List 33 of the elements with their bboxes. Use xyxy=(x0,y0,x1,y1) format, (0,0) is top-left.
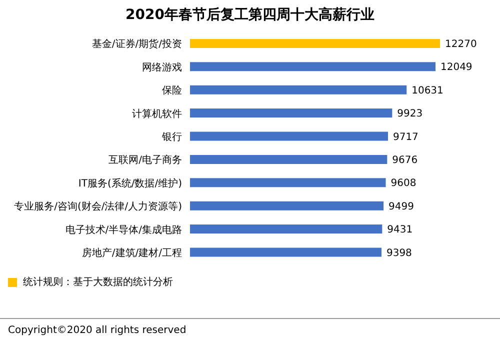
bar xyxy=(190,132,388,141)
y-tick-label: 银行 xyxy=(161,132,182,143)
data-label: 9923 xyxy=(397,108,423,120)
bar xyxy=(190,108,392,118)
bar xyxy=(190,178,386,188)
y-tick-label: 专业服务/咨询(财会/法律/人力资源等) xyxy=(14,200,182,213)
chart-title: 2020年春节后复工第四周十大高薪行业 xyxy=(124,6,376,25)
text: Copyright©2020 all rights reserved xyxy=(8,325,188,336)
y-tick-label: 电子技术/半导体/集成电路 xyxy=(65,224,182,236)
data-label: 9608 xyxy=(390,178,416,190)
bar xyxy=(190,224,382,234)
y-tick-label: 保险 xyxy=(162,84,182,97)
data-label: 12270 xyxy=(445,39,477,50)
y-tick-label: 房地产/建筑/建材/工程 xyxy=(82,246,182,259)
data-label: 9431 xyxy=(387,224,413,236)
data-label: 10631 xyxy=(412,85,444,96)
data-label: 12049 xyxy=(440,62,472,74)
bar xyxy=(190,201,384,210)
bar xyxy=(190,85,407,94)
bar xyxy=(190,62,436,72)
data-label: 9499 xyxy=(388,201,414,212)
data-label: 9717 xyxy=(392,132,418,143)
bar xyxy=(190,154,388,164)
y-tick-label: 网络游戏 xyxy=(142,61,182,74)
y-tick-label: IT服务(系统/数据/维护) xyxy=(78,177,182,190)
y-tick-label: 基金/证券/期货/投资 xyxy=(92,38,182,50)
bar xyxy=(190,38,440,48)
data-label: 9676 xyxy=(392,155,418,166)
text: 统计规则：基于大数据的统计分析 xyxy=(23,276,173,289)
y-tick-label: 计算机软件 xyxy=(132,108,182,120)
bar xyxy=(190,248,382,257)
y-tick-label: 互联网/电子商务 xyxy=(108,154,182,166)
data-label: 9398 xyxy=(386,248,412,259)
